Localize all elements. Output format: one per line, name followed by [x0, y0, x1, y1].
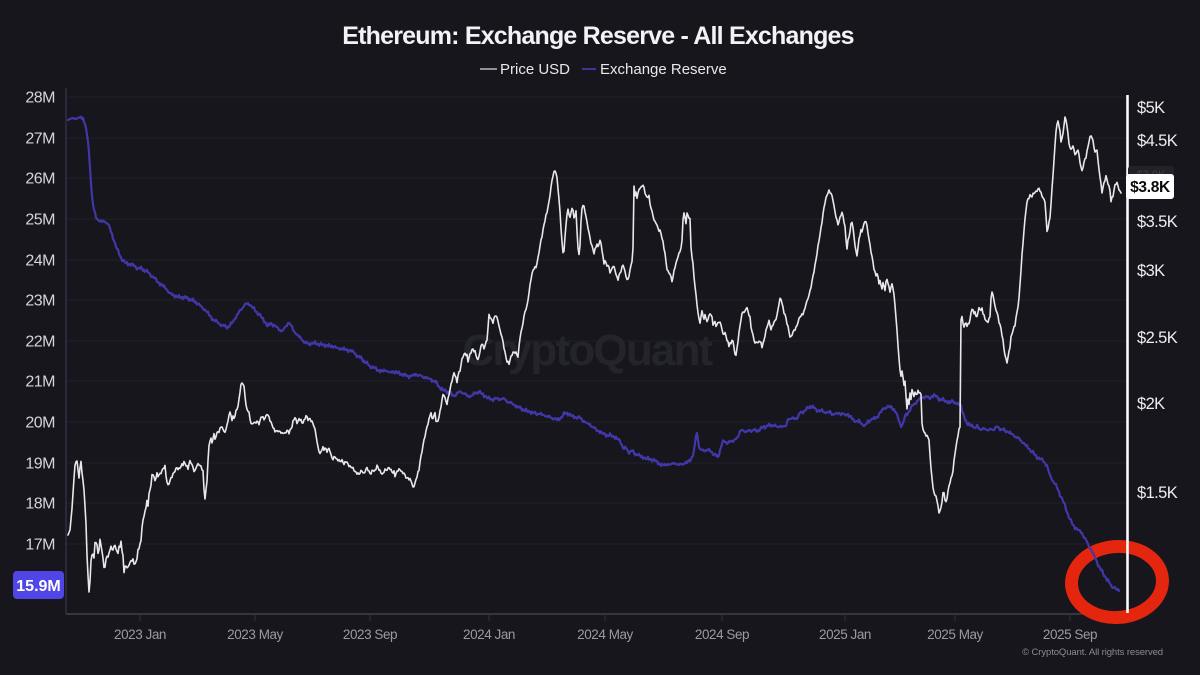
svg-text:22M: 22M: [25, 334, 55, 351]
svg-text:26M: 26M: [25, 171, 55, 188]
svg-text:24M: 24M: [25, 253, 55, 270]
svg-text:15.9M: 15.9M: [16, 578, 60, 595]
svg-text:$3K: $3K: [1137, 262, 1165, 280]
svg-text:23M: 23M: [25, 293, 55, 310]
svg-text:2023 Sep: 2023 Sep: [343, 627, 397, 642]
svg-text:2024 Sep: 2024 Sep: [695, 627, 749, 642]
svg-text:$5K: $5K: [1137, 99, 1165, 117]
svg-text:2023 May: 2023 May: [227, 627, 283, 642]
svg-text:2024 May: 2024 May: [577, 627, 633, 642]
svg-text:25M: 25M: [25, 212, 55, 229]
svg-text:$4.5K: $4.5K: [1137, 132, 1178, 150]
svg-text:27M: 27M: [25, 131, 55, 148]
svg-text:Exchange Reserve: Exchange Reserve: [600, 61, 727, 78]
svg-text:2025 Jan: 2025 Jan: [819, 627, 871, 642]
svg-text:21M: 21M: [25, 374, 55, 391]
svg-text:17M: 17M: [25, 537, 55, 554]
svg-text:20M: 20M: [25, 415, 55, 432]
svg-text:2025 Sep: 2025 Sep: [1043, 627, 1097, 642]
svg-text:$3.5K: $3.5K: [1137, 213, 1178, 231]
svg-text:$3.8K: $3.8K: [1130, 179, 1171, 196]
svg-text:$2K: $2K: [1137, 395, 1165, 413]
svg-text:28M: 28M: [25, 90, 55, 107]
svg-text:2024 Jan: 2024 Jan: [463, 627, 515, 642]
svg-text:19M: 19M: [25, 456, 55, 473]
svg-text:Price USD: Price USD: [500, 61, 570, 78]
svg-text:© CryptoQuant. All rights rese: © CryptoQuant. All rights reserved: [1022, 647, 1163, 658]
svg-text:Ethereum: Exchange Reserve - A: Ethereum: Exchange Reserve - All Exchang…: [342, 22, 854, 50]
svg-text:2025 May: 2025 May: [927, 627, 983, 642]
svg-text:18M: 18M: [25, 496, 55, 513]
svg-text:2023 Jan: 2023 Jan: [114, 627, 166, 642]
svg-text:$1.5K: $1.5K: [1137, 484, 1178, 502]
svg-text:$2.5K: $2.5K: [1137, 329, 1178, 347]
